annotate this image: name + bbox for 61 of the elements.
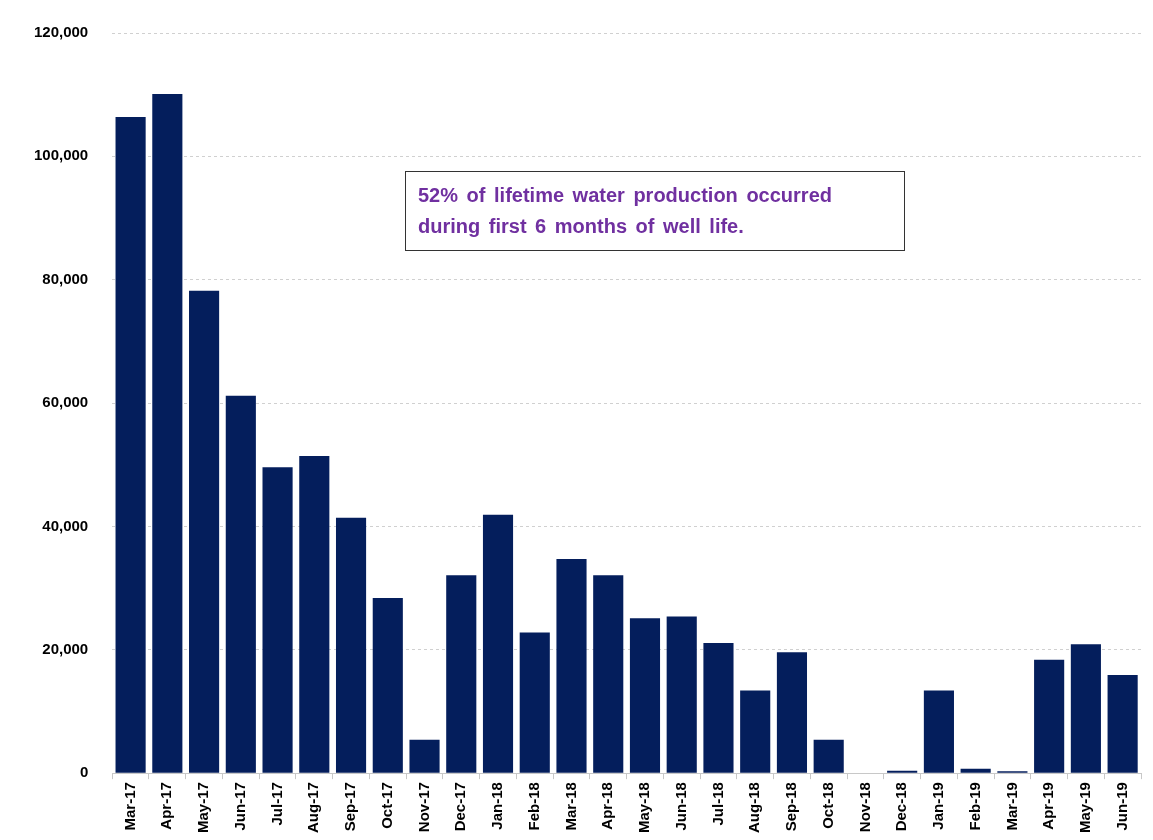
bar — [666, 616, 697, 773]
y-tick-label: 60,000 — [42, 393, 89, 411]
x-tick-label: May-19 — [1076, 782, 1094, 833]
x-tick-label: Nov-17 — [414, 782, 432, 833]
x-tick-label: Jul-17 — [267, 782, 285, 826]
bar — [960, 768, 991, 773]
y-tick-label: 100,000 — [33, 146, 89, 164]
note-box: 52% of lifetime water production occurred during first 6 months of well life. — [405, 171, 905, 251]
x-tick-label: May-17 — [194, 782, 212, 833]
x-tick-label: Oct-17 — [377, 782, 395, 829]
bar — [629, 618, 661, 773]
x-tick-label: Aug-18 — [745, 782, 763, 833]
x-tick-label: Nov-18 — [855, 782, 873, 833]
bar — [115, 116, 146, 773]
bar — [1034, 659, 1065, 773]
y-tick-label: 0 — [79, 763, 89, 781]
x-tick-label: Jun-18 — [671, 782, 689, 831]
bar — [152, 94, 183, 773]
x-tick-label: Jan-18 — [488, 782, 506, 830]
x-tick-label: Mar-18 — [561, 782, 579, 831]
x-tick-label: Feb-19 — [965, 782, 983, 831]
bar — [703, 643, 734, 773]
x-tick-label: Sep-18 — [782, 782, 800, 832]
x-tick-label: Aug-17 — [304, 782, 322, 833]
bar — [446, 575, 477, 773]
x-tick-label: Apr-19 — [1039, 782, 1057, 830]
x-tick-label: Feb-18 — [524, 782, 542, 831]
x-tick-label: Jul-18 — [708, 782, 726, 826]
bar — [225, 395, 256, 773]
bar — [189, 290, 220, 773]
bar — [556, 559, 587, 773]
bar — [262, 467, 293, 773]
x-tick-label: Jan-19 — [929, 782, 947, 830]
bar — [299, 456, 330, 773]
y-tick-label: 120,000 — [33, 23, 89, 41]
x-tick-label: Dec-18 — [892, 782, 910, 832]
bar — [923, 690, 954, 773]
x-tick-label: Apr-17 — [157, 782, 175, 830]
bar — [740, 690, 771, 773]
x-tick-label: Mar-19 — [1002, 782, 1020, 831]
bar — [335, 517, 367, 773]
x-tick-label: Dec-17 — [451, 782, 469, 832]
x-tick-label: Jun-17 — [230, 782, 248, 831]
x-tick-label: May-18 — [635, 782, 653, 833]
bar — [519, 632, 550, 773]
x-tick-label: Sep-17 — [341, 782, 359, 832]
bar — [593, 575, 624, 773]
x-tick-label: Oct-18 — [818, 782, 836, 829]
bar — [1070, 644, 1101, 773]
x-tick-label: Mar-17 — [120, 782, 138, 831]
bar — [776, 652, 808, 773]
x-tick-label: Apr-18 — [598, 782, 616, 830]
bar — [1107, 675, 1138, 773]
y-tick-label: 20,000 — [42, 639, 89, 657]
y-tick-label: 40,000 — [42, 516, 89, 534]
x-tick-label: Jun-19 — [1112, 782, 1130, 831]
bar — [409, 739, 440, 773]
y-tick-label: 80,000 — [42, 269, 89, 287]
bar — [482, 514, 514, 773]
bar — [813, 739, 844, 773]
bar — [372, 597, 403, 773]
